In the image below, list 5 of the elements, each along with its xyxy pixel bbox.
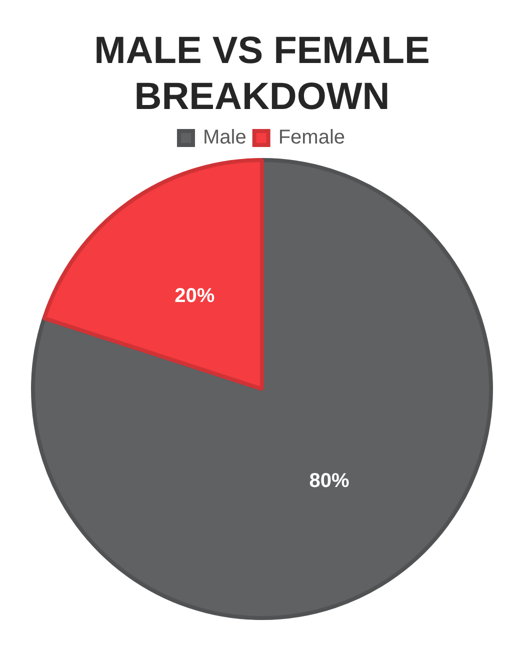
legend-label: Male bbox=[202, 126, 246, 149]
legend-label: Female bbox=[278, 126, 346, 149]
data-label: 80% bbox=[309, 470, 350, 492]
chart-title: MALE VS FEMALE BREAKDOWN bbox=[93, 29, 431, 120]
data-label: 20% bbox=[174, 284, 215, 307]
